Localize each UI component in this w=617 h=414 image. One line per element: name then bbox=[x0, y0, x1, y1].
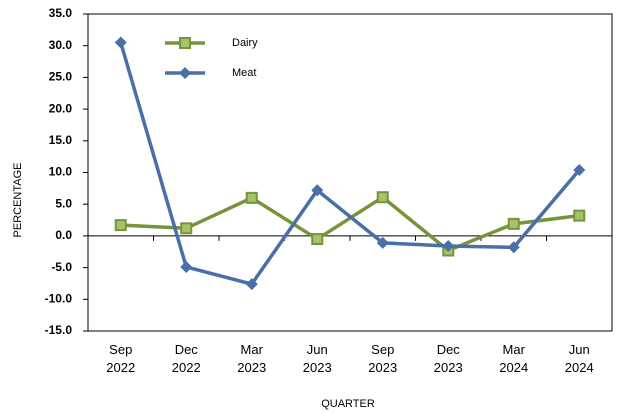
marker bbox=[376, 236, 389, 249]
marker bbox=[179, 37, 191, 49]
y-tick-label: 10.0 bbox=[49, 165, 73, 179]
marker bbox=[573, 163, 586, 176]
y-tick-label: -10.0 bbox=[45, 291, 73, 305]
y-tick-label: 15.0 bbox=[49, 133, 73, 147]
marker bbox=[245, 278, 258, 291]
legend-label: Dairy bbox=[232, 37, 258, 49]
y-axis-label: PERCENTAGE bbox=[12, 163, 24, 238]
x-tick-label: Sep 2022 bbox=[106, 342, 136, 375]
marker bbox=[179, 67, 191, 79]
marker bbox=[507, 217, 520, 230]
legend-label: Meat bbox=[232, 67, 256, 79]
y-tick-label: 35.0 bbox=[49, 6, 73, 20]
plot-border bbox=[87, 13, 613, 332]
marker bbox=[311, 184, 324, 197]
x-tick-label: Dec 2022 bbox=[171, 342, 201, 375]
y-tick-label: -15.0 bbox=[45, 323, 73, 337]
marker bbox=[507, 241, 520, 254]
y-tick-label: 25.0 bbox=[49, 70, 73, 84]
series-line bbox=[119, 42, 581, 287]
marker bbox=[114, 219, 127, 232]
y-tick-label: 5.0 bbox=[55, 196, 72, 210]
marker bbox=[573, 209, 586, 222]
x-tick-label: Jun 2024 bbox=[564, 342, 594, 375]
y-tick-label: -5.0 bbox=[51, 260, 72, 274]
marker bbox=[442, 240, 455, 253]
marker bbox=[245, 191, 258, 204]
marker bbox=[114, 36, 127, 49]
marker bbox=[311, 233, 324, 246]
x-tick-label: Sep 2023 bbox=[368, 342, 398, 375]
marker bbox=[180, 260, 193, 273]
marker bbox=[180, 222, 193, 235]
x-tick-label: Mar 2023 bbox=[237, 342, 267, 375]
x-tick-label: Jun 2023 bbox=[302, 342, 332, 375]
x-tick-label: Mar 2024 bbox=[499, 342, 529, 375]
marker bbox=[376, 191, 389, 204]
y-tick-label: 0.0 bbox=[55, 228, 72, 242]
x-axis-label: QUARTER bbox=[321, 398, 375, 410]
y-tick-label: 20.0 bbox=[49, 101, 73, 115]
y-tick-label: 30.0 bbox=[49, 38, 73, 52]
x-tick-label: Dec 2023 bbox=[433, 342, 463, 375]
